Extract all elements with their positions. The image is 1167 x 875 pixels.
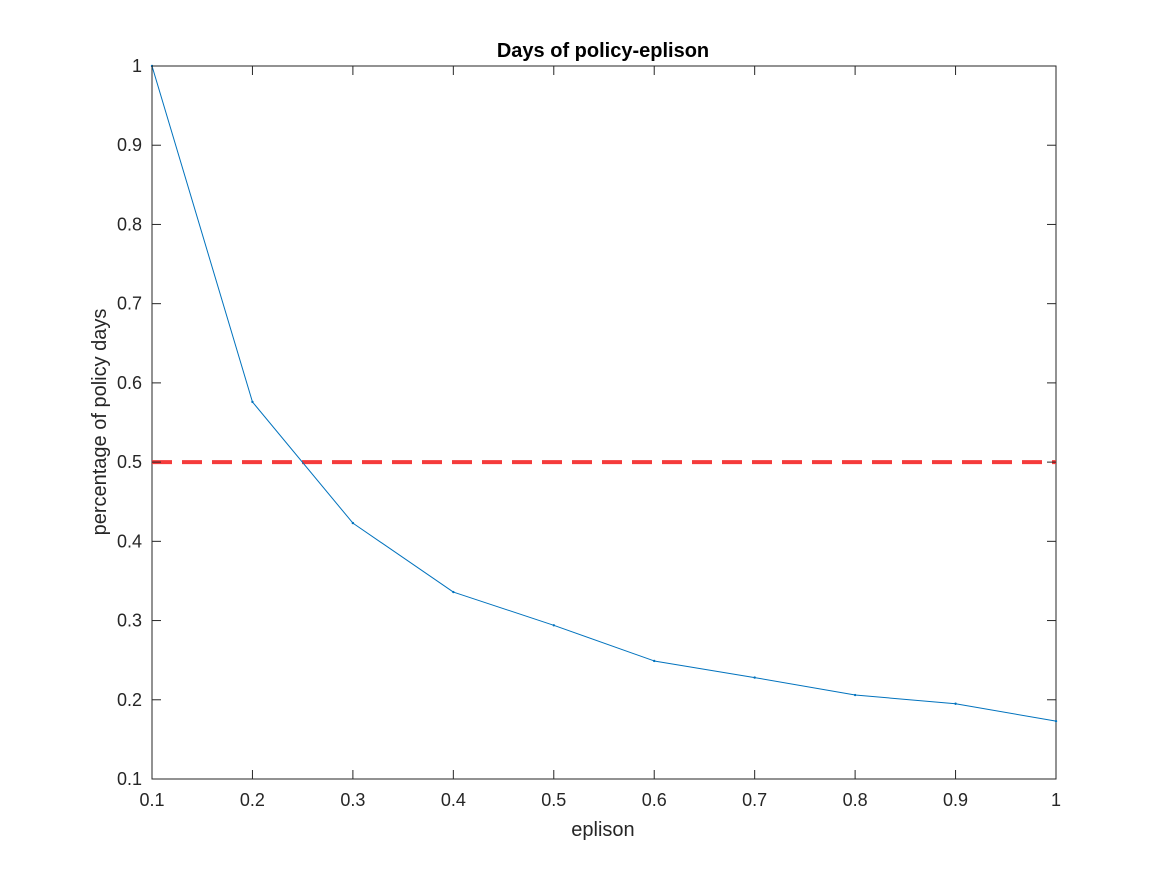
data-point xyxy=(452,590,455,594)
y-tick-label: 0.2 xyxy=(117,690,142,710)
x-tick-label: 0.2 xyxy=(240,790,265,810)
y-tick-label: 0.9 xyxy=(117,135,142,155)
data-point xyxy=(853,693,857,697)
y-tick-label: 0.8 xyxy=(117,214,142,234)
data-point xyxy=(753,676,756,679)
chart-title: Days of policy-eplison xyxy=(497,40,709,62)
x-tick-label: 0.9 xyxy=(943,790,968,810)
data-series-group xyxy=(150,64,1058,723)
y-tick-label: 0.3 xyxy=(117,611,142,631)
x-tick-label: 0.4 xyxy=(441,790,466,810)
data-point xyxy=(351,521,355,525)
y-tick-label: 0.7 xyxy=(117,294,142,314)
data-point xyxy=(552,624,555,627)
x-tick-label: 0.3 xyxy=(340,790,365,810)
data-point xyxy=(1054,719,1058,723)
x-tick-label: 1 xyxy=(1051,790,1061,810)
x-axis-label: eplison xyxy=(571,819,634,841)
y-axis-label: percentage of policy days xyxy=(89,309,111,536)
plot-area xyxy=(151,65,1057,780)
data-point xyxy=(251,400,254,404)
x-tick-label: 0.5 xyxy=(541,790,566,810)
data-point xyxy=(954,702,957,705)
y-axis-tick-labels: 0.1 0.2 0.3 0.4 0.5 0.6 0.7 0.8 0.9 1 xyxy=(117,56,142,789)
y-tick-label: 0.4 xyxy=(117,531,142,551)
x-tick-label: 0.1 xyxy=(139,790,164,810)
x-tick-label: 0.6 xyxy=(642,790,667,810)
x-tick-label: 0.7 xyxy=(742,790,767,810)
y-tick-label: 1 xyxy=(132,56,142,76)
series-line xyxy=(151,65,1057,722)
data-point xyxy=(653,659,656,663)
y-tick-label: 0.1 xyxy=(117,769,142,789)
x-axis-tick-labels: 0.1 0.2 0.3 0.4 0.5 0.6 0.7 0.8 0.9 1 xyxy=(139,790,1061,810)
axis-ticks xyxy=(151,65,1057,780)
y-tick-label: 0.5 xyxy=(117,452,142,472)
x-tick-label: 0.8 xyxy=(843,790,868,810)
y-tick-label: 0.6 xyxy=(117,373,142,393)
